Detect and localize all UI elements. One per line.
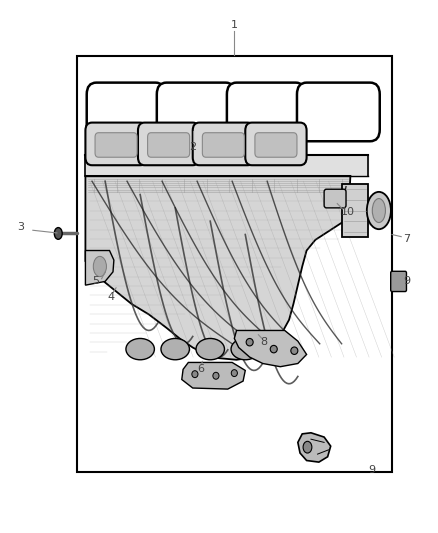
Ellipse shape xyxy=(93,256,106,277)
FancyBboxPatch shape xyxy=(138,123,199,165)
Ellipse shape xyxy=(231,370,237,376)
Ellipse shape xyxy=(291,347,298,354)
Polygon shape xyxy=(182,362,245,389)
Ellipse shape xyxy=(231,338,259,360)
Text: 1: 1 xyxy=(231,20,238,30)
Polygon shape xyxy=(234,330,307,367)
Polygon shape xyxy=(85,155,368,176)
Ellipse shape xyxy=(372,198,385,223)
Text: 10: 10 xyxy=(341,207,355,216)
FancyBboxPatch shape xyxy=(324,189,346,208)
FancyBboxPatch shape xyxy=(148,133,190,157)
Text: 9: 9 xyxy=(369,465,376,475)
FancyBboxPatch shape xyxy=(245,123,307,165)
FancyBboxPatch shape xyxy=(85,123,147,165)
Polygon shape xyxy=(85,176,350,360)
Text: 7: 7 xyxy=(403,234,410,244)
FancyBboxPatch shape xyxy=(227,83,305,141)
Text: 6: 6 xyxy=(197,364,204,374)
Text: 2: 2 xyxy=(189,142,196,151)
Ellipse shape xyxy=(54,228,62,239)
Text: 3: 3 xyxy=(18,222,25,232)
Ellipse shape xyxy=(246,338,253,346)
FancyBboxPatch shape xyxy=(202,133,244,157)
FancyBboxPatch shape xyxy=(193,123,254,165)
FancyBboxPatch shape xyxy=(391,271,406,292)
FancyBboxPatch shape xyxy=(342,184,368,237)
Ellipse shape xyxy=(367,192,391,229)
Ellipse shape xyxy=(270,345,277,353)
Text: 5: 5 xyxy=(92,276,99,286)
Ellipse shape xyxy=(161,338,190,360)
Ellipse shape xyxy=(196,338,225,360)
FancyBboxPatch shape xyxy=(157,83,235,141)
FancyBboxPatch shape xyxy=(95,133,137,157)
Ellipse shape xyxy=(192,371,198,377)
Text: 4: 4 xyxy=(108,293,115,302)
FancyBboxPatch shape xyxy=(87,83,165,141)
Polygon shape xyxy=(298,433,331,462)
FancyBboxPatch shape xyxy=(297,83,380,141)
Polygon shape xyxy=(366,197,374,224)
FancyBboxPatch shape xyxy=(255,133,297,157)
Text: 9: 9 xyxy=(403,277,410,286)
Bar xyxy=(77,56,392,472)
Text: 8: 8 xyxy=(260,337,267,347)
Ellipse shape xyxy=(213,373,219,379)
Polygon shape xyxy=(85,251,114,285)
Ellipse shape xyxy=(126,338,154,360)
Ellipse shape xyxy=(303,441,312,453)
